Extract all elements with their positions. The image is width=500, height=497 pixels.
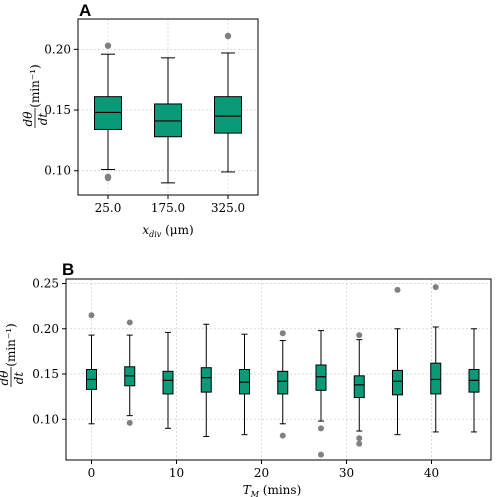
panel-a-ytick-label: 0.20 (44, 42, 71, 56)
panel-a-xtick-label: 25.0 (95, 201, 122, 215)
panel-a-ylabel-unit: (min⁻¹) (28, 64, 42, 107)
panel-b-xtick-label: 20 (254, 466, 269, 480)
panel-a-ytick-label: 0.10 (44, 164, 71, 178)
panel-a-xtick-label: 175.0 (151, 201, 185, 215)
panel-b-frame (65, 278, 492, 461)
panel-b-ylabel-unit: (min⁻¹) (4, 323, 18, 366)
panel-b-box-5 (239, 333, 250, 436)
panel-b-box-2 (124, 319, 136, 426)
panel-a-letter: A (79, 1, 91, 20)
panel-b-plot: 0.10 0.15 0.20 0.25 0 10 20 30 40 (32, 277, 492, 480)
panel-b-outlier-point (394, 286, 401, 293)
panel-b-box-iqr (392, 369, 403, 396)
panel-b-box-iqr (353, 375, 365, 399)
panel-a-box-iqr (214, 96, 242, 134)
panel-b-outlier-point (126, 319, 133, 326)
panel-b-ylabel-den: dt (12, 372, 26, 385)
panel-b-outlier-point (88, 312, 95, 319)
panel-b-outlier-point (318, 425, 324, 432)
panel-a-xlabel-unit: (μm) (161, 223, 193, 237)
panel-b-box-6 (277, 330, 289, 439)
panel-b-ylabel: dθ dt (min⁻¹) (0, 323, 26, 387)
panel-a-box-1 (94, 42, 122, 182)
panel-b-box-11 (468, 328, 480, 433)
panel-b-xtick-label: 40 (424, 466, 439, 480)
panel-a-xlabel: xdiv (μm) (142, 223, 193, 239)
panel-b-box-8 (353, 332, 365, 447)
panel-b-letter: B (62, 260, 74, 279)
panel-a-box-2 (154, 57, 182, 184)
panel-a-xlabel-var: x (142, 223, 149, 237)
panel-b-xlabel-unit: (mins) (259, 483, 301, 497)
panel-b-box-iqr (162, 370, 174, 395)
panel-b-box-iqr (430, 362, 442, 395)
panel-b-outlier-point (126, 419, 133, 426)
panel-a-ylabel-den: dt (36, 113, 50, 126)
panel-b-xlabel: TM (mins) (243, 483, 302, 497)
panel-b-box-iqr (200, 367, 212, 393)
panel-b-xlabel-var: T (243, 483, 252, 497)
panel-b-outlier-point (356, 440, 363, 447)
panel-b-xtick-label: 0 (88, 466, 96, 480)
panel-b-xtick-label: 30 (339, 466, 354, 480)
panel-b-outlier-point (356, 435, 363, 442)
panel-b-xlabel-sub: M (250, 490, 260, 497)
panel-b-box-7 (315, 330, 327, 458)
panel-b-xtick-label: 10 (169, 466, 184, 480)
panel-a-ylabel-num: dθ (21, 111, 35, 127)
panel-a-box-iqr (154, 103, 182, 138)
panel-b-box-3 (162, 331, 174, 429)
panel-b-ylabel-num: dθ (0, 370, 11, 386)
panel-a-xtick-label: 325.0 (211, 201, 245, 215)
panel-a-ytick-label: 0.15 (44, 103, 71, 117)
panel-a-outlier-point (104, 174, 112, 182)
panel-b-outlier-point (279, 432, 286, 439)
panel-b-outlier-point (432, 284, 439, 291)
panel-a-outlier-point (224, 32, 232, 40)
panel-b-ytick-label: 0.15 (32, 367, 59, 381)
panel-a-box-3 (214, 32, 242, 173)
panel-a-ylabel: dθ dt (min⁻¹) (21, 64, 50, 128)
panel-a-xlabel-sub: div (149, 230, 162, 239)
panel-b-box-iqr (315, 364, 327, 391)
panel-b-box-9 (392, 286, 403, 436)
panel-a-box-iqr (94, 96, 122, 130)
panel-b-ytick-label: 0.10 (32, 412, 59, 426)
panel-b-box-iqr (277, 370, 289, 395)
panel-b-box-1 (86, 312, 97, 425)
panel-a-plot: 0.10 0.15 0.20 25.0 175.0 325.0 (44, 18, 259, 215)
panel-b-box-10 (430, 284, 442, 433)
panel-b-outlier-point (318, 451, 324, 458)
panel-b-box-4 (200, 323, 212, 437)
panel-b-ytick-label: 0.25 (32, 277, 59, 291)
panel-b-ytick-label: 0.20 (32, 322, 59, 336)
panel-b-outlier-point (279, 330, 286, 337)
panel-b-outlier-point (356, 332, 363, 339)
panel-a-outlier-point (104, 42, 112, 49)
